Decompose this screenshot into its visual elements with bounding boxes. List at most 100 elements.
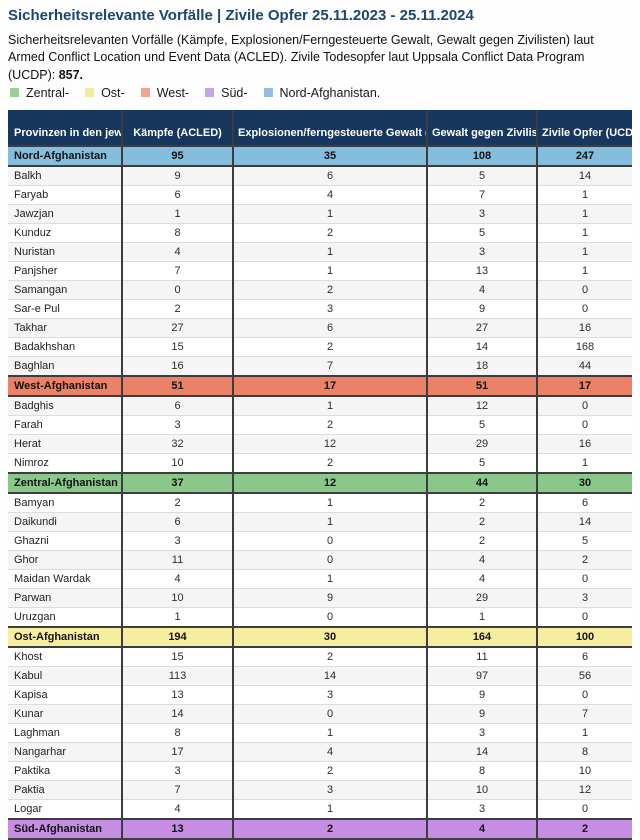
value-cell: 51	[121, 374, 233, 397]
legend-swatch-icon	[10, 88, 19, 98]
value-cell: 168	[536, 336, 632, 357]
value-cell: 1	[536, 184, 632, 205]
table-row: Nimroz 10 2 5 1	[8, 452, 632, 473]
value-cell: 4	[426, 817, 537, 840]
table-row: Kunar 14 0 9 7	[8, 703, 632, 724]
table-row: Sar-e Pul 2 3 9 0	[8, 298, 632, 319]
row-name-cell: Nuristan	[8, 241, 122, 262]
legend-item: Ost-	[85, 86, 125, 100]
value-cell: 0	[536, 414, 632, 435]
value-cell: 4	[426, 568, 537, 589]
row-name-cell: Kapisa	[8, 684, 122, 705]
value-cell: 1	[536, 203, 632, 224]
value-cell: 27	[121, 317, 233, 338]
value-cell: 5	[426, 165, 537, 186]
value-cell: 2	[232, 279, 427, 300]
value-cell: 8	[121, 222, 233, 243]
table-row: Takhar 27 6 27 16	[8, 317, 632, 338]
row-name-cell: Maidan Wardak	[8, 568, 122, 589]
value-cell: 1	[536, 452, 632, 473]
table-row: Jawzjan 1 1 3 1	[8, 203, 632, 224]
value-cell: 2	[232, 817, 427, 840]
value-cell: 12	[232, 471, 427, 494]
table-row: Herat 32 12 29 16	[8, 433, 632, 454]
value-cell: 1	[232, 241, 427, 262]
value-cell: 37	[121, 471, 233, 494]
legend-item: Zentral-	[10, 86, 69, 100]
value-cell: 2	[426, 492, 537, 513]
value-cell: 1	[232, 798, 427, 819]
value-cell: 0	[232, 838, 427, 840]
row-name-cell: Takhar	[8, 317, 122, 338]
value-cell: 3	[232, 298, 427, 319]
row-name-cell: Daikundi	[8, 511, 122, 532]
value-cell: 9	[121, 165, 233, 186]
region-row: Ost-Afghanistan 194 30 164 100	[8, 625, 632, 648]
value-cell: 17	[232, 374, 427, 397]
row-name-cell: Parwan	[8, 587, 122, 608]
value-cell: 44	[426, 471, 537, 494]
value-cell: 8	[426, 760, 537, 781]
value-cell: 4	[426, 279, 537, 300]
value-cell: 16	[121, 355, 233, 376]
table-row: Badakhshan 15 2 14 168	[8, 336, 632, 357]
value-cell: 3	[121, 414, 233, 435]
row-name-cell: Farah	[8, 414, 122, 435]
row-name-cell: Paktika	[8, 760, 122, 781]
row-name-cell: Helmand	[8, 838, 122, 840]
value-cell: 0	[536, 279, 632, 300]
value-cell: 10	[536, 760, 632, 781]
value-cell: 18	[426, 355, 537, 376]
value-cell: 1	[232, 722, 427, 743]
value-cell: 3	[121, 760, 233, 781]
row-name-cell: Zentral-Afghanistan	[8, 471, 122, 494]
value-cell: 2	[121, 298, 233, 319]
row-name-cell: Nimroz	[8, 452, 122, 473]
value-cell: 1	[536, 722, 632, 743]
region-row: West-Afghanistan 51 17 51 17	[8, 374, 632, 397]
value-cell: 1	[232, 203, 427, 224]
row-name-cell: Baghlan	[8, 355, 122, 376]
value-cell: 2	[232, 646, 427, 667]
value-cell: 0	[232, 549, 427, 570]
row-name-cell: Ost-Afghanistan	[8, 625, 122, 648]
value-cell: 2	[536, 549, 632, 570]
legend-swatch-icon	[205, 88, 215, 98]
value-cell: 100	[536, 625, 632, 648]
value-cell: 1	[232, 492, 427, 513]
value-cell: 2	[426, 838, 537, 840]
table-row: Panjsher 7 1 13 1	[8, 260, 632, 281]
row-name-cell: Herat	[8, 433, 122, 454]
row-name-cell: Ghor	[8, 549, 122, 570]
value-cell: 95	[121, 144, 233, 167]
value-cell: 44	[536, 355, 632, 376]
row-name-cell: Laghman	[8, 722, 122, 743]
table-row: Ghazni 3 0 2 5	[8, 530, 632, 551]
value-cell: 2	[232, 336, 427, 357]
row-name-cell: Nangarhar	[8, 741, 122, 762]
column-header: Provinzen in den jeweiligen Regionen	[8, 109, 122, 146]
value-cell: 7	[121, 838, 233, 840]
value-cell: 10	[121, 587, 233, 608]
value-cell: 2	[121, 492, 233, 513]
row-name-cell: Ghazni	[8, 530, 122, 551]
value-cell: 30	[536, 471, 632, 494]
value-cell: 14	[426, 741, 537, 762]
row-name-cell: Paktia	[8, 779, 122, 800]
value-cell: 29	[426, 587, 537, 608]
table-row: Badghis 6 1 12 0	[8, 395, 632, 416]
table-body: Nord-Afghanistan 95 35 108 247 Balkh 9 6 5 14 Fary…	[8, 144, 632, 840]
table-row: Kabul 113 14 97 56	[8, 665, 632, 686]
column-header: Kämpfe (ACLED)	[121, 109, 233, 146]
value-cell: 14	[426, 336, 537, 357]
table-row: Ghor 11 0 4 2	[8, 549, 632, 570]
row-name-cell: Badakhshan	[8, 336, 122, 357]
legend-swatch-icon	[263, 88, 273, 98]
row-name-cell: Faryab	[8, 184, 122, 205]
value-cell: 16	[536, 317, 632, 338]
value-cell: 8	[121, 722, 233, 743]
value-cell: 4	[426, 549, 537, 570]
table-row: Bamyan 2 1 2 6	[8, 492, 632, 513]
value-cell: 108	[426, 144, 537, 167]
table-row: Paktia 7 3 10 12	[8, 779, 632, 800]
